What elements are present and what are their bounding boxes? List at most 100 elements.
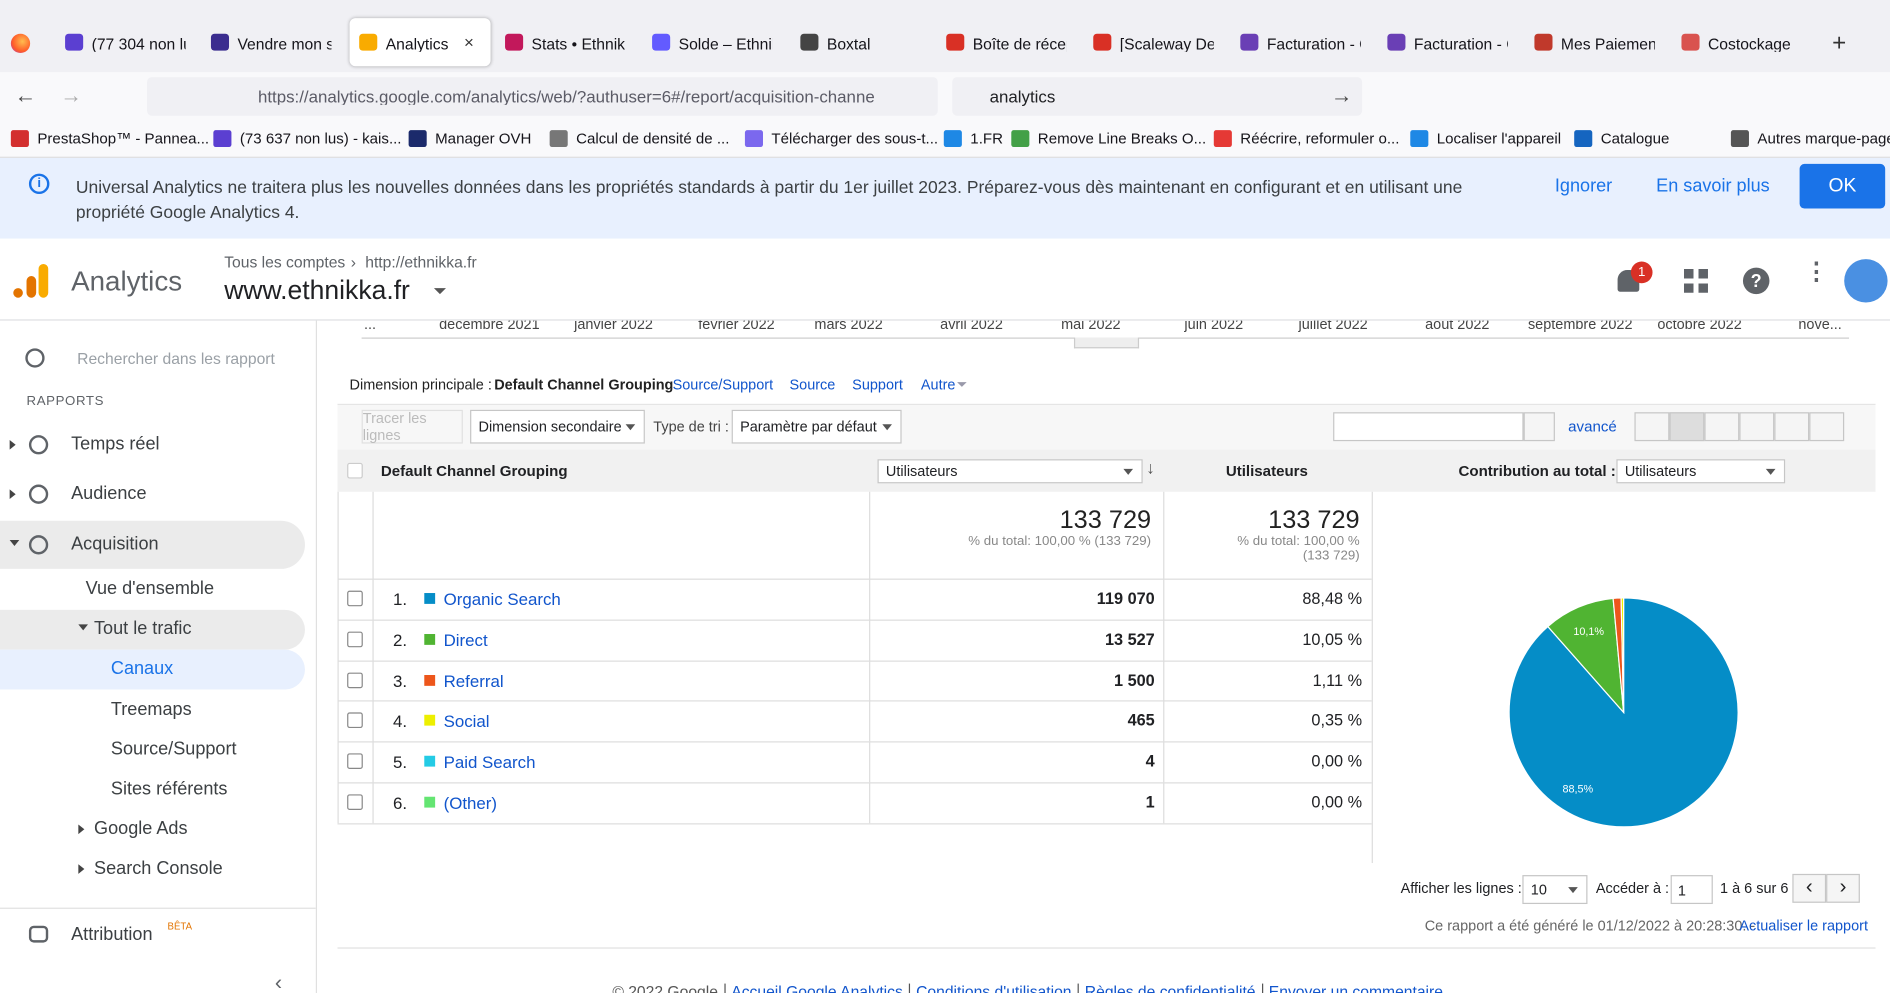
next-button[interactable]: › [1826,873,1860,903]
view-button[interactable] [1634,412,1670,442]
view-button[interactable] [1809,412,1845,442]
channel-link[interactable]: Paid Search [443,752,536,772]
tab-title[interactable]: Solde – Ethnik [678,36,773,52]
ok-button[interactable]: OK [1799,163,1886,209]
dimension-option[interactable]: Source/Support [672,376,774,393]
refresh-link[interactable]: Actualiser le rapport [1739,917,1868,935]
nav-item[interactable]: Sites référents [110,778,228,800]
channel-link[interactable]: Referral [443,670,504,691]
tab-title[interactable]: Analytics [385,36,449,52]
select[interactable]: Utilisateurs [1616,459,1786,484]
search-button[interactable] [1523,412,1555,442]
search-bar[interactable] [952,77,1363,116]
channel-link[interactable]: Social [443,711,490,731]
search-text[interactable]: analytics [989,86,1056,107]
tab-title[interactable]: Vendre mon si [237,36,332,52]
select[interactable]: 10 [1522,875,1588,905]
view-button[interactable] [1739,412,1775,442]
forward-button[interactable]: → [60,83,82,108]
bookmark[interactable]: Calcul de densité de ... [576,130,730,148]
ignore-button[interactable]: Ignorer [1554,175,1613,197]
apps-icon[interactable] [1683,268,1708,293]
bookmark[interactable]: Réécrire, reformuler o... [1240,130,1400,148]
channel-link[interactable]: Organic Search [443,589,561,609]
nav-item[interactable]: Canaux [110,658,174,679]
select[interactable]: Paramètre par défaut [731,409,902,444]
dimension-option[interactable]: Support [852,376,903,393]
row-rank: 5. [392,752,408,772]
tab-title[interactable]: [Scaleway Dec [1119,36,1214,52]
timeline-handle[interactable] [1073,337,1140,349]
select[interactable]: Dimension secondaire [470,409,645,444]
checkbox[interactable] [347,590,363,607]
property-dropdown[interactable] [433,288,446,300]
collapse-button[interactable]: ‹ [274,970,283,993]
dimension-option[interactable]: Source [789,376,836,393]
nav-item[interactable]: Attribution [71,924,153,945]
new-tab[interactable]: + [1832,30,1847,57]
footer-link[interactable]: Envoyer un commentaire [1261,983,1449,993]
property-name[interactable]: www.ethnikka.fr [224,274,410,305]
breadcrumb[interactable]: Tous les comptes [224,253,346,272]
tab-title[interactable]: Boxtal [826,36,871,52]
nav-item[interactable]: Temps réel [71,433,160,455]
footer-link[interactable]: Accueil Google Analytics [724,983,909,993]
advanced-link[interactable]: avancé [1568,418,1617,436]
prev-button[interactable]: ‹ [1792,873,1827,903]
checkbox[interactable] [347,794,363,810]
filter-input[interactable] [1333,412,1524,442]
tab-title[interactable]: Mes Paiement [1560,36,1655,52]
tab-title[interactable]: (77 304 non lu [91,36,186,52]
checkbox[interactable] [347,631,363,648]
nav-item[interactable]: Tout le trafic [94,618,192,639]
nav-item[interactable]: Audience [71,483,147,504]
footer-link[interactable]: Conditions d'utilisation [908,983,1078,993]
nav-item[interactable]: Vue d'ensemble [85,578,215,600]
bookmark[interactable]: 1.FR [970,130,1003,148]
channel-link[interactable]: Direct [443,630,488,650]
users-value: 1 [1145,793,1155,812]
checkbox[interactable] [347,462,363,479]
nav-item[interactable]: Search Console [94,858,223,879]
tab-title[interactable]: Boîte de récep [972,36,1067,52]
button[interactable]: Tracer les lignes [361,409,463,444]
checkbox[interactable] [347,712,363,729]
bookmark[interactable]: Catalogue [1600,130,1670,148]
view-button[interactable] [1774,412,1810,442]
select[interactable]: Utilisateurs [877,459,1143,484]
help-icon[interactable]: ? [1742,267,1770,295]
avatar[interactable] [1844,259,1888,303]
nav-item[interactable]: Source/Support [110,738,237,760]
back-button[interactable]: ← [14,83,37,108]
tab-close[interactable]: × [464,32,474,52]
view-button[interactable] [1669,412,1705,442]
view-button[interactable] [1704,412,1740,442]
breadcrumb[interactable]: http://ethnikka.fr [365,253,477,272]
bookmark[interactable]: Autres marque-pages [1757,130,1890,148]
footer-link[interactable]: Règles de confidentialité [1077,983,1262,993]
bookmark[interactable]: Localiser l'appareil [1436,130,1562,148]
tab-title[interactable]: Facturation - C [1266,36,1361,52]
nav-item[interactable]: Acquisition [71,533,159,555]
dimension-option[interactable]: Autre [920,376,956,393]
bookmark[interactable]: (73 637 non lus) - kais... [239,130,402,148]
nav-item[interactable]: Google Ads [94,818,188,839]
learn-more-button[interactable]: En savoir plus [1656,175,1770,197]
go-button[interactable]: → [1330,83,1353,108]
menu-icon[interactable]: ⋮ [1804,259,1829,286]
bookmark[interactable]: Télécharger des sous-t... [771,130,939,148]
bookmark[interactable]: Manager OVH [435,130,532,148]
url[interactable]: https://analytics.google.com/analytics/w… [257,87,875,105]
bookmark[interactable]: PrestaShop™ - Pannea... [37,130,210,148]
tab-title[interactable]: Stats • Ethnikk [531,36,626,52]
tab-title[interactable]: Costockage [1707,36,1791,52]
nav-item[interactable]: Treemaps [110,699,192,720]
bookmark[interactable]: Remove Line Breaks O... [1037,130,1207,148]
checkbox[interactable] [347,753,363,770]
tab-title[interactable]: Facturation - C [1413,36,1508,52]
sort-arrow[interactable]: ↓ [1146,458,1155,478]
url-bar[interactable] [147,77,938,116]
channel-link[interactable]: (Other) [443,793,498,813]
goto-input[interactable]: 1 [1670,875,1713,905]
checkbox[interactable] [347,672,363,688]
